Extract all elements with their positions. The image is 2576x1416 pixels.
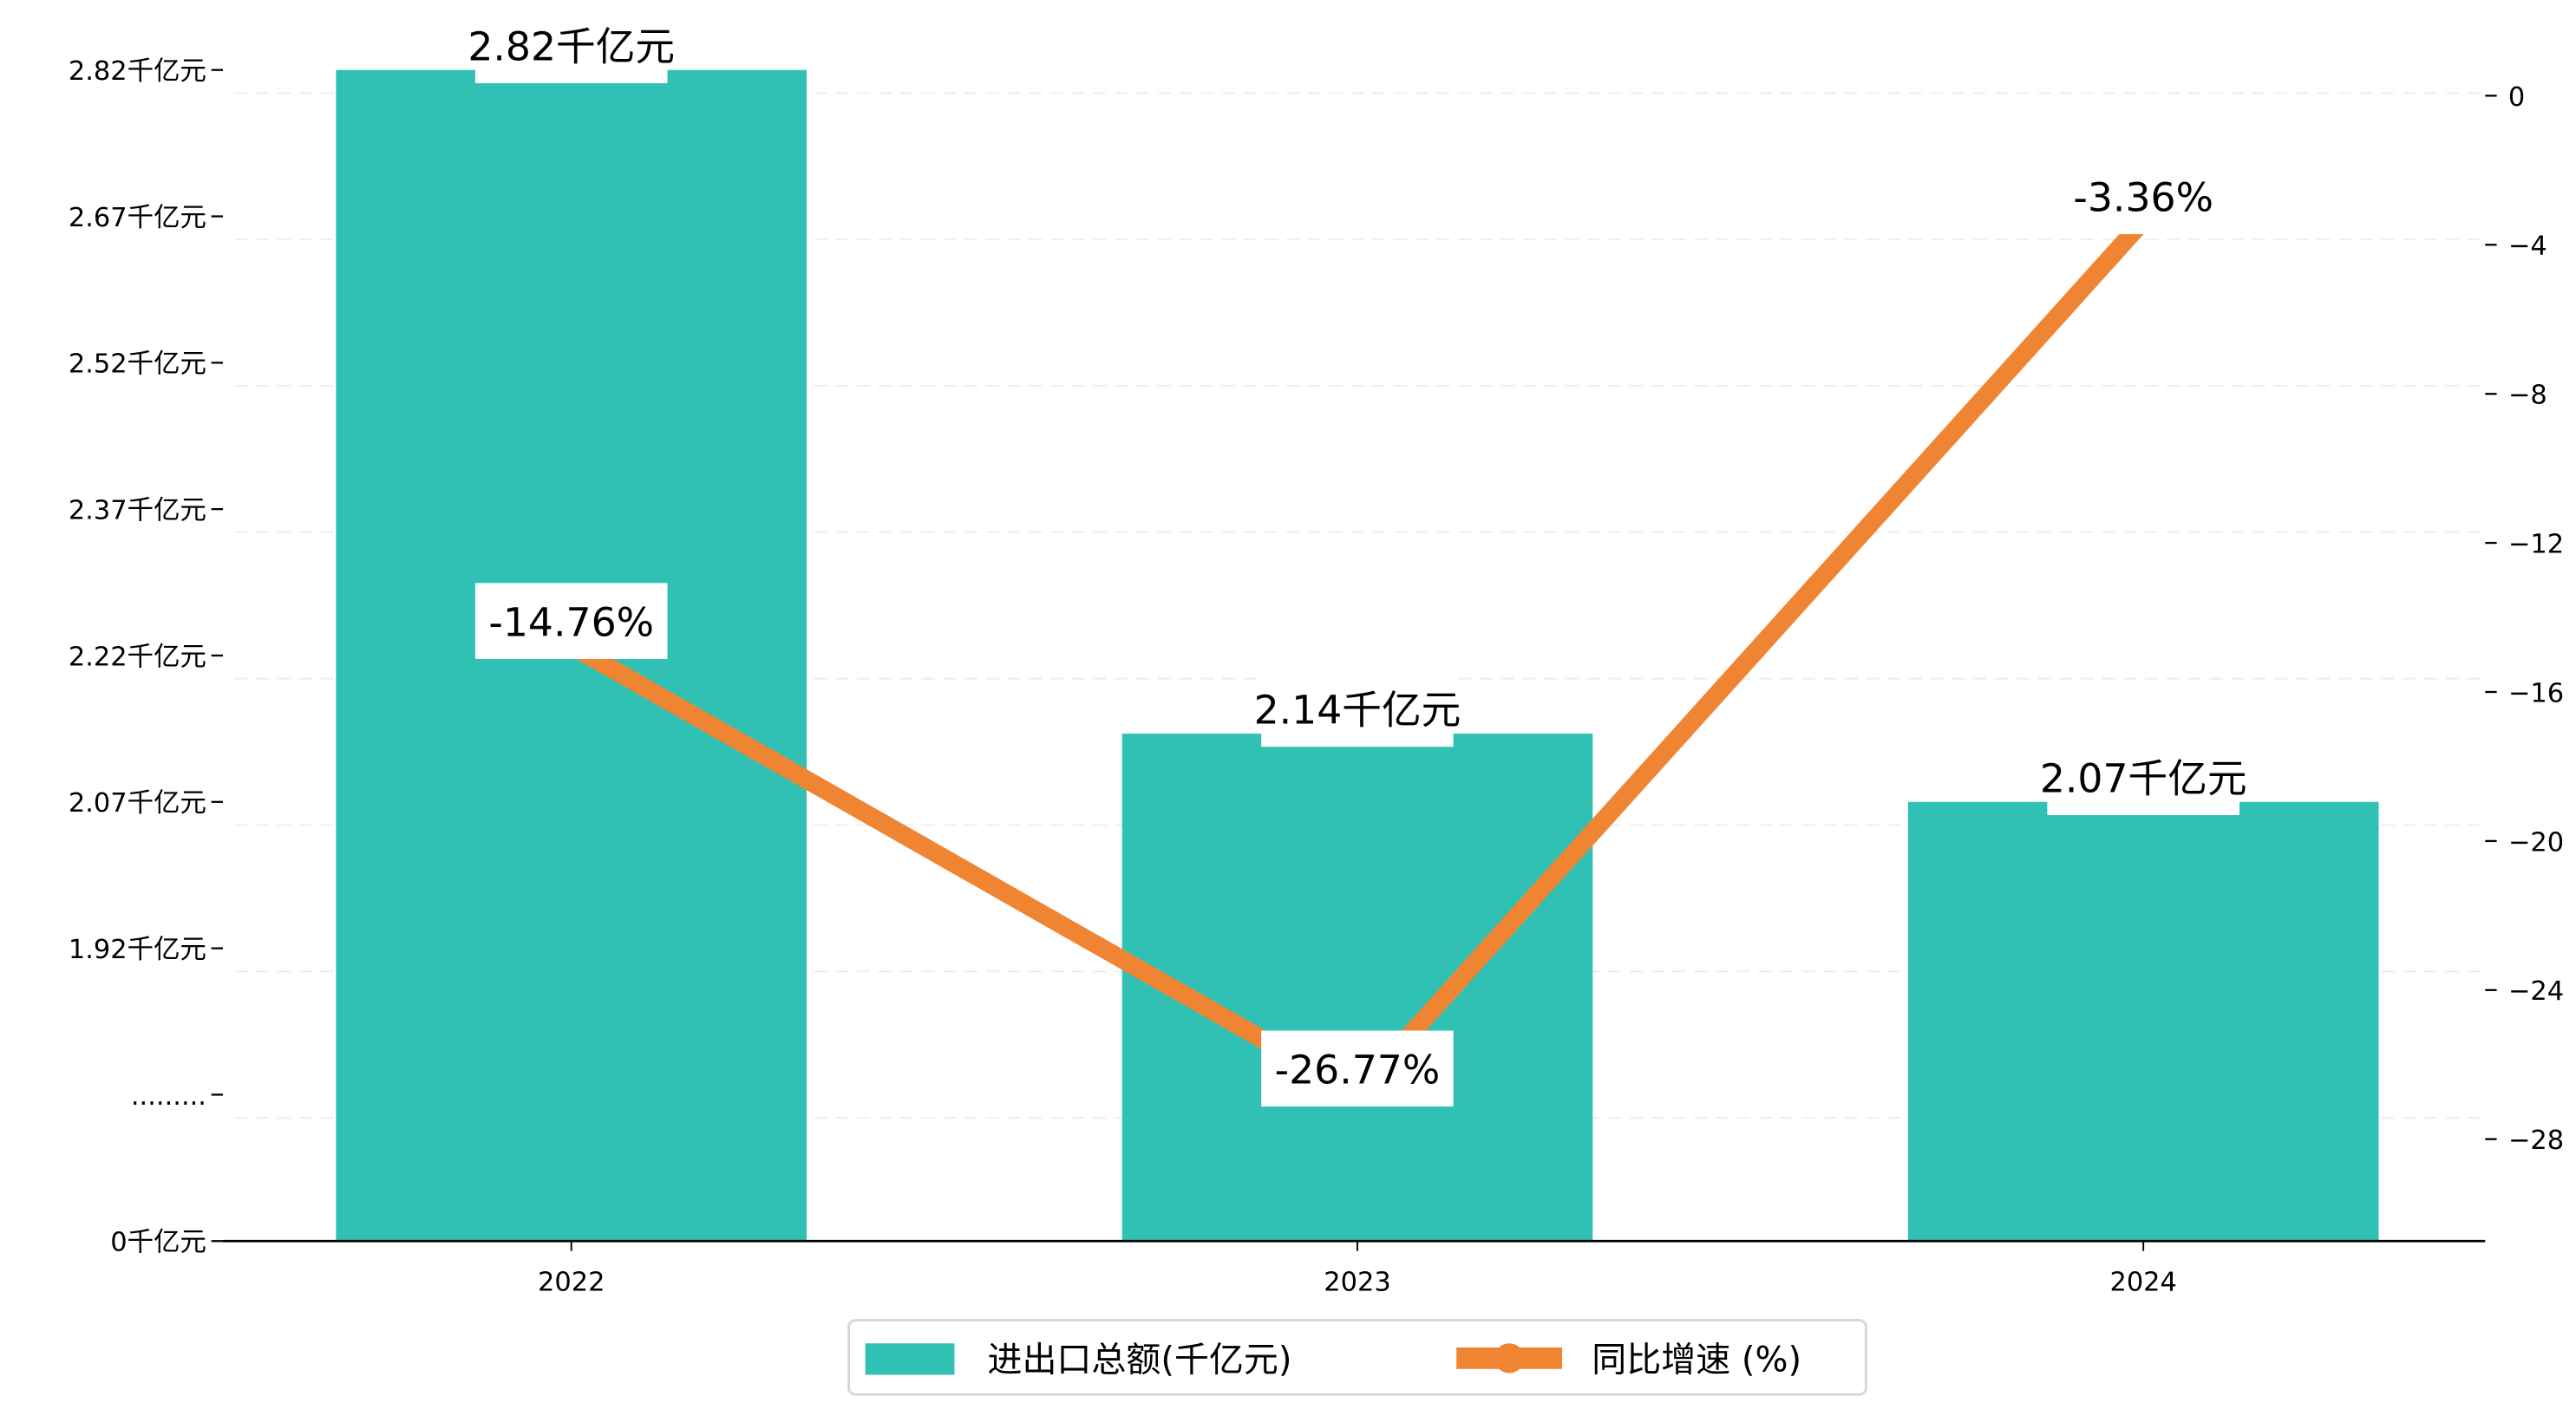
- right-tick-label: −12: [2508, 530, 2564, 560]
- right-axis-ticks: 0 −4 −8 −12 −16 −20 −24 −28: [2485, 82, 2564, 1156]
- x-axis-ticks: 2022 2023 2024: [538, 1241, 2177, 1297]
- bar-value-label-bg: [474, 7, 668, 83]
- x-tick-label: 2023: [1324, 1267, 1390, 1297]
- right-tick-label: −8: [2508, 381, 2547, 411]
- legend: 进出口总额(千亿元) 同比增速 (%): [847, 1319, 1867, 1396]
- legend-box: [847, 1319, 1867, 1396]
- bar-2023: [1121, 734, 1593, 1242]
- right-tick-label: −16: [2508, 678, 2564, 708]
- left-tick-label: 2.67千亿元: [69, 203, 206, 233]
- growth-value-label-bg: [1261, 1030, 1454, 1107]
- growth-value-label-bg: [2057, 158, 2229, 235]
- right-tick-label: −20: [2508, 827, 2564, 858]
- legend-line-marker: [1494, 1343, 1525, 1374]
- left-tick-label: 2.52千亿元: [69, 349, 206, 380]
- bar-value-label: 2.07千亿元: [2040, 755, 2247, 801]
- value-labels: 2.82千亿元 2.14千亿元 2.07千亿元 -14.76% -26.77% -3.36…: [467, 7, 2247, 1107]
- left-tick-label: .........: [131, 1081, 206, 1112]
- x-tick-label: 2024: [2109, 1267, 2176, 1297]
- left-tick-label: 2.82千亿元: [69, 56, 206, 87]
- legend-bar-swatch: [865, 1343, 955, 1375]
- bar-value-label-bg: [2047, 739, 2239, 816]
- bar-value-label-bg: [1261, 670, 1454, 747]
- legend-bar-label: 进出口总额(千亿元): [988, 1341, 1292, 1380]
- growth-value-label: -26.77%: [1275, 1047, 1441, 1093]
- bars: [336, 69, 2379, 1242]
- left-tick-label: 2.37千亿元: [69, 496, 206, 526]
- right-tick-label: −4: [2508, 232, 2547, 262]
- bar-value-label: 2.14千亿元: [1254, 688, 1461, 734]
- right-tick-label: −28: [2508, 1126, 2564, 1156]
- left-axis-ticks: 0千亿元......... 1.92千亿元 2.07千亿元 2.22千亿元 2.37千亿…: [69, 56, 224, 1258]
- left-tick-label: 0千亿元: [110, 1228, 206, 1258]
- growth-value-label-bg: [474, 583, 668, 659]
- bar-2024: [1907, 801, 2379, 1242]
- right-tick-label: −24: [2508, 976, 2564, 1007]
- left-tick-label: 2.22千亿元: [69, 642, 206, 672]
- x-tick-label: 2022: [538, 1267, 605, 1297]
- bar-value-label: 2.82千亿元: [467, 23, 675, 69]
- growth-value-label: -3.36%: [2073, 174, 2213, 220]
- left-tick-label: 2.07千亿元: [69, 788, 206, 819]
- left-tick-label: 1.92千亿元: [69, 935, 206, 965]
- legend-line-label: 同比增速 (%): [1592, 1341, 1801, 1380]
- right-tick-label: 0: [2508, 82, 2525, 113]
- growth-value-label: -14.76%: [488, 599, 654, 645]
